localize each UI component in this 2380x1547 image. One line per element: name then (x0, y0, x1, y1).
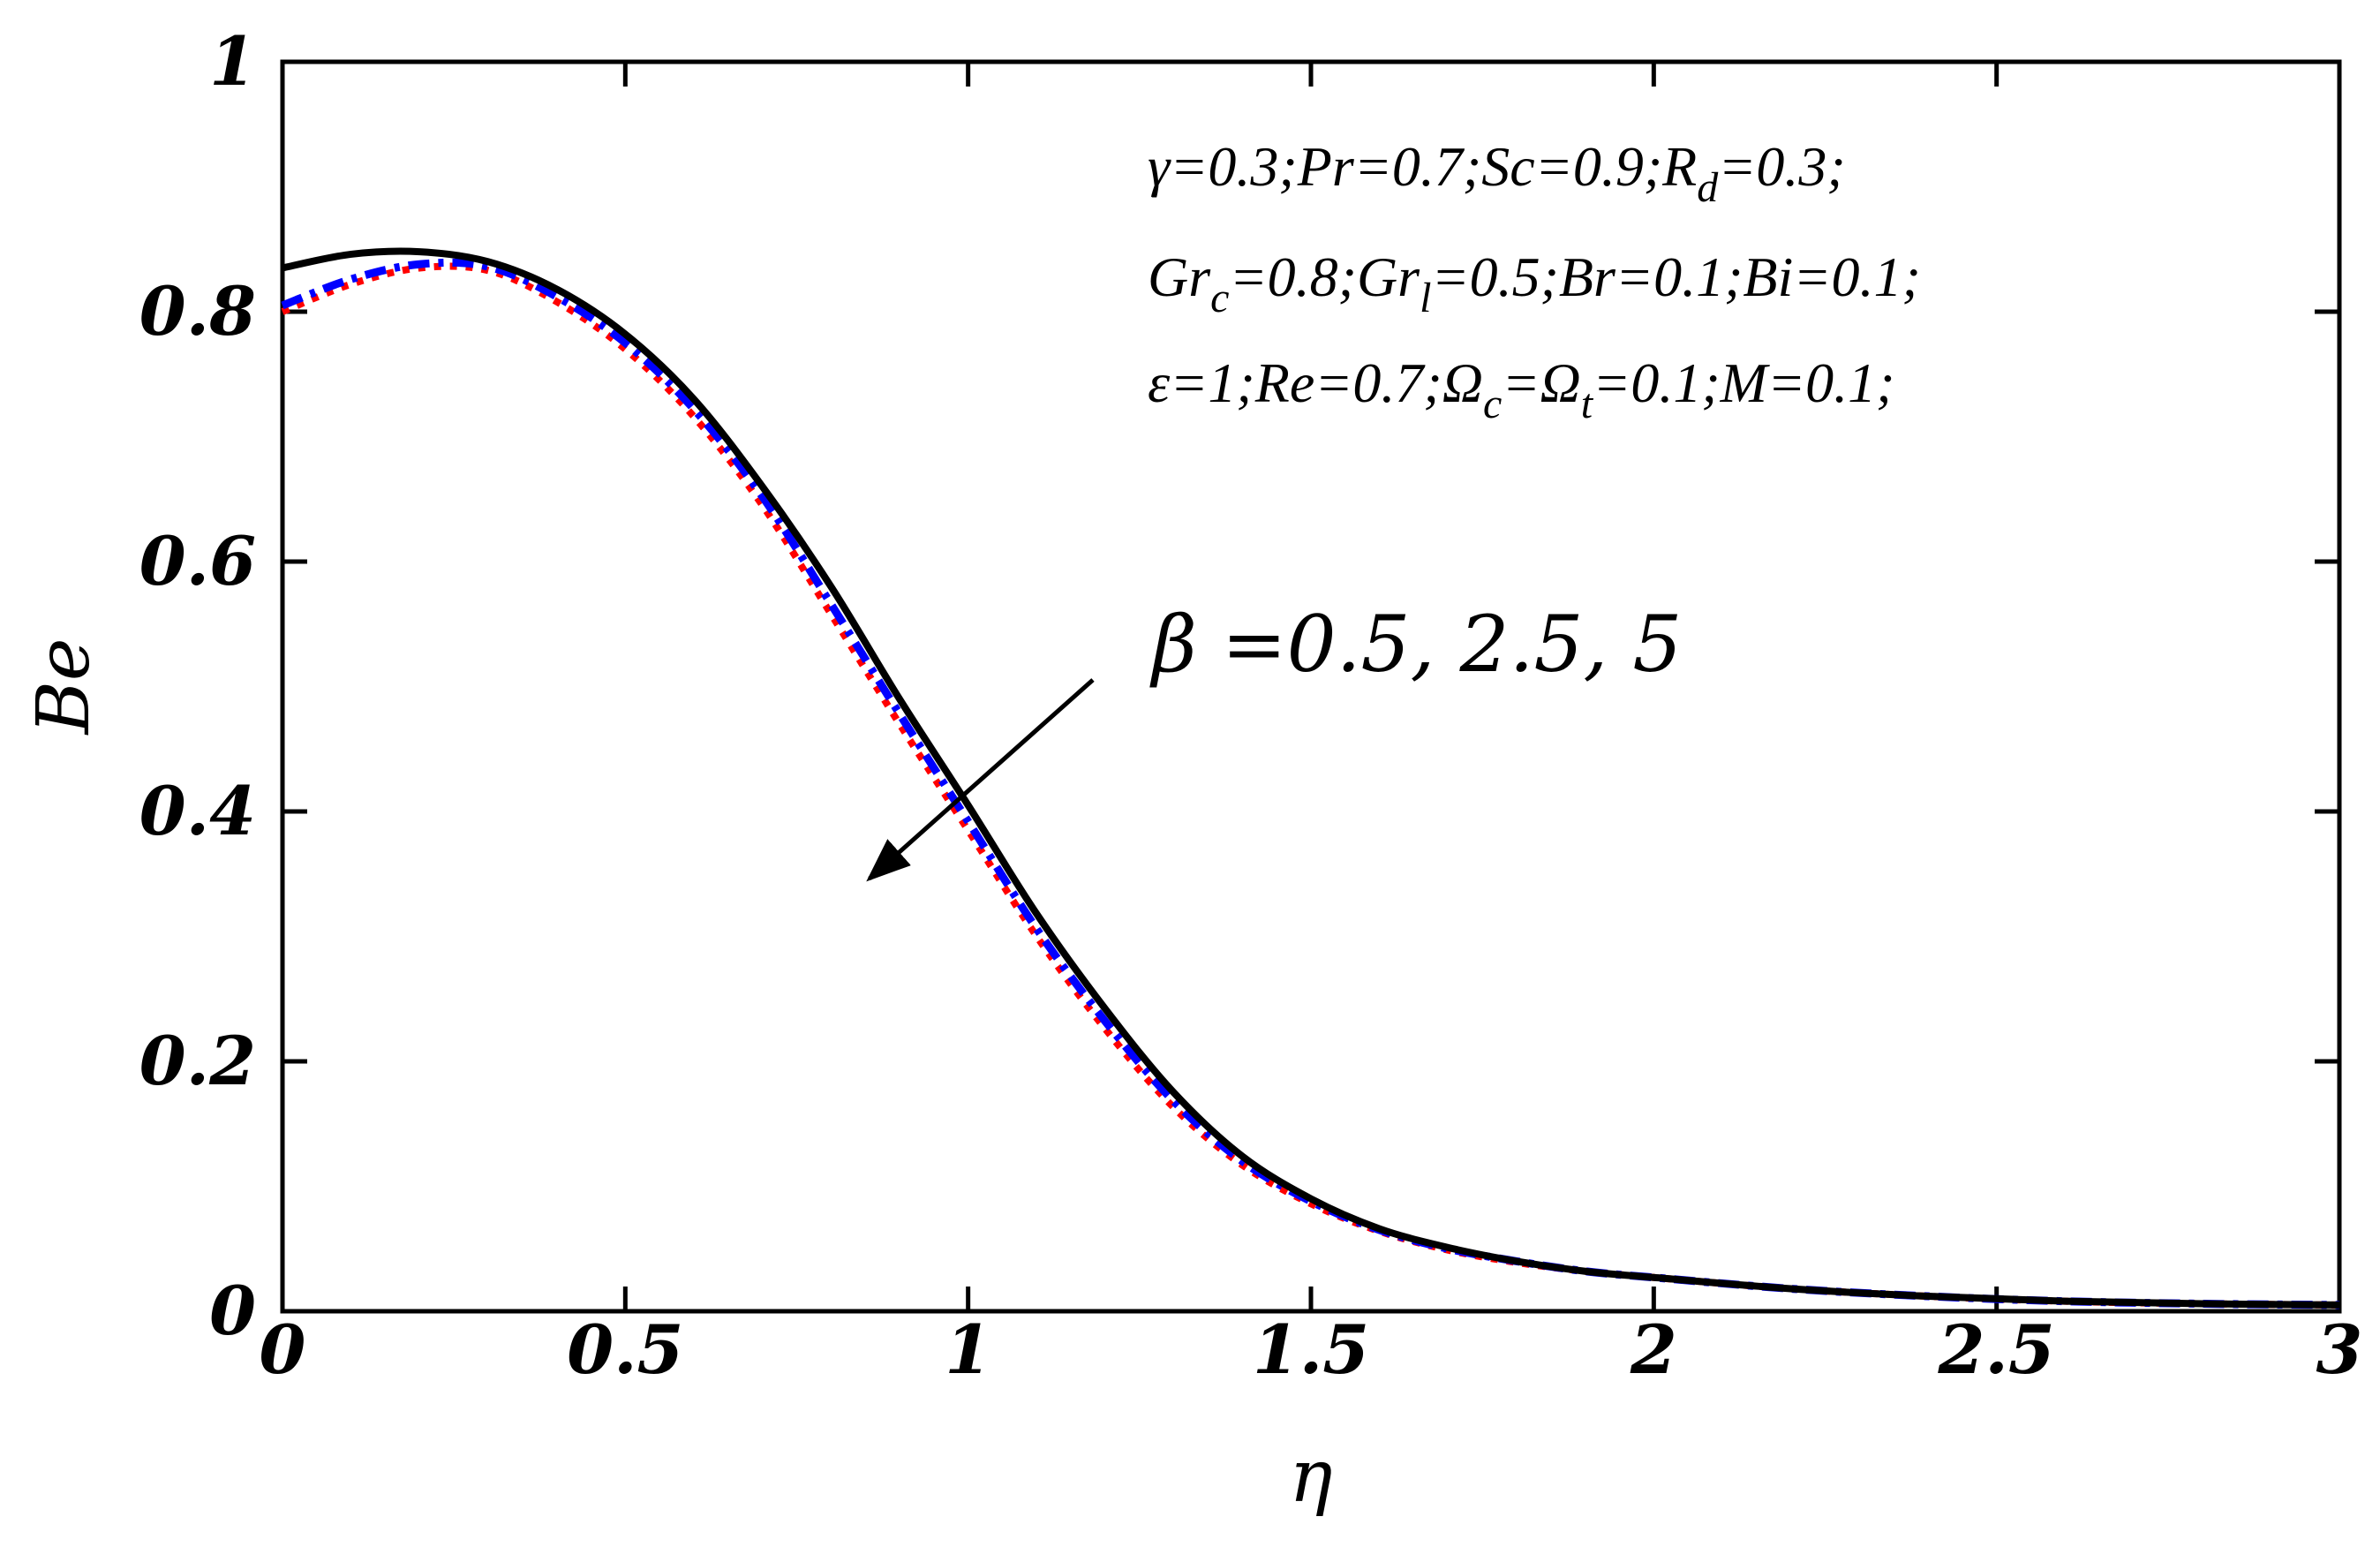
x-axis-label: η (1289, 1435, 1332, 1519)
x-tick-labels: 0 0.5 1 1.5 2 2.5 3 (260, 1310, 2363, 1389)
y-tick-label: 0.2 (139, 1022, 256, 1100)
y-tick-label: 1 (209, 22, 256, 101)
y-tick-labels: 0 0.2 0.4 0.6 0.8 1 (139, 22, 256, 1350)
params-line-3: ε=1;Re=0.7;Ωc=Ωt=0.1;M=0.1; (1148, 351, 1894, 427)
series-layer (281, 247, 2340, 1309)
y-tick-label: 0 (209, 1272, 256, 1350)
series-line-2 (281, 258, 2340, 1309)
x-tick-label: 1 (945, 1310, 991, 1389)
x-tick-label: 3 (2316, 1310, 2363, 1389)
tick-marks (280, 59, 2342, 1314)
y-tick-label: 0.6 (139, 522, 256, 600)
parameters-annotation: γ=0.3;Pr=0.7;Sc=0.9;Rd=0.3; Grc=0.8;Grl=… (1148, 135, 1921, 427)
y-tick-label: 0.8 (139, 272, 256, 351)
x-tick-label: 2.5 (1938, 1310, 2055, 1389)
params-line-2: Grc=0.8;Grl=0.5;Br=0.1;Bi=0.1; (1148, 245, 1921, 321)
x-tick-label: 2 (1630, 1310, 1677, 1389)
direction-arrow (866, 678, 1095, 882)
x-tick-label: 0 (260, 1310, 306, 1389)
x-tick-label: 1.5 (1253, 1310, 1369, 1389)
series-line-1 (282, 247, 2340, 1309)
x-tick-label: 0.5 (567, 1310, 683, 1389)
beta-annotation: β =0.5, 2.5, 5 (1149, 599, 1682, 690)
series-line-3 (281, 262, 2340, 1309)
y-tick-label: 0.4 (139, 772, 256, 850)
y-axis-label: Be (22, 638, 106, 736)
params-line-1: γ=0.3;Pr=0.7;Sc=0.9;Rd=0.3; (1148, 135, 1846, 211)
